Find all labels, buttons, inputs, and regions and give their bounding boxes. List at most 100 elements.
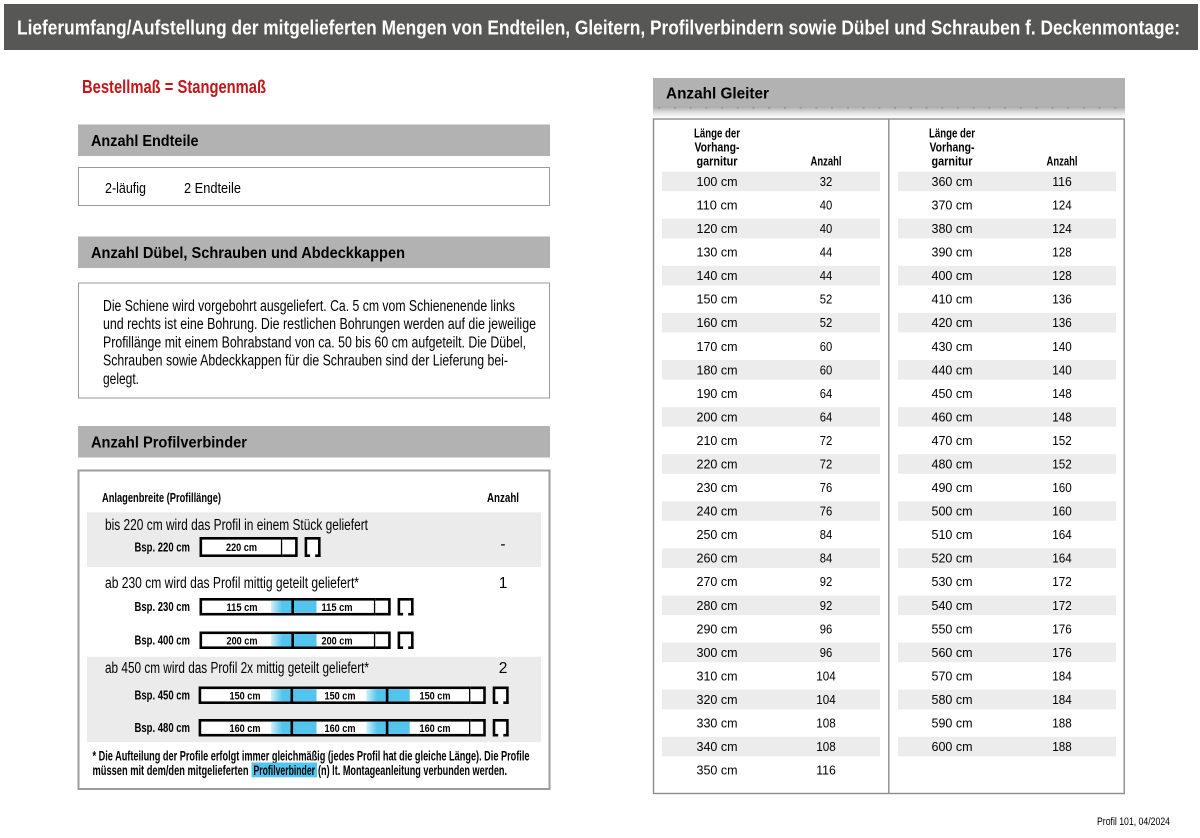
svg-text:164: 164 [1052, 551, 1072, 566]
svg-text:150 cm: 150 cm [230, 690, 261, 702]
svg-text:108: 108 [816, 716, 836, 731]
svg-text:124: 124 [1052, 221, 1072, 236]
svg-text:152: 152 [1052, 457, 1072, 472]
svg-text:76: 76 [820, 480, 833, 495]
svg-text:Vorhang-: Vorhang- [695, 141, 740, 155]
svg-text:230 cm: 230 cm [697, 480, 738, 495]
svg-text:Bsp. 400 cm: Bsp. 400 cm [135, 634, 191, 648]
svg-text:92: 92 [820, 574, 833, 589]
svg-text:140: 140 [1052, 362, 1072, 377]
svg-text:310 cm: 310 cm [697, 668, 738, 683]
svg-text:84: 84 [820, 527, 833, 542]
svg-text:Die Schiene wird vorgebohrt au: Die Schiene wird vorgebohrt ausgeliefert… [103, 298, 515, 315]
svg-text:128: 128 [1052, 268, 1072, 283]
svg-text:72: 72 [820, 433, 833, 448]
svg-text:124: 124 [1052, 198, 1072, 213]
svg-text:116: 116 [816, 763, 836, 778]
svg-text:290 cm: 290 cm [697, 621, 738, 636]
svg-text:96: 96 [820, 621, 833, 636]
svg-text:200 cm: 200 cm [227, 635, 258, 647]
svg-text:Lieferumfang/Aufstellung der m: Lieferumfang/Aufstellung der mitgeliefer… [17, 18, 1180, 40]
svg-text:380 cm: 380 cm [932, 221, 973, 236]
svg-text:Anzahl Gleiter: Anzahl Gleiter [666, 86, 769, 103]
svg-text:und rechts ist eine Bohrung. D: und rechts ist eine Bohrung. Die restlic… [103, 316, 536, 333]
svg-text:115 cm: 115 cm [227, 602, 258, 614]
svg-text:148: 148 [1052, 409, 1072, 424]
svg-text:160: 160 [1052, 480, 1072, 495]
svg-text:520 cm: 520 cm [932, 551, 973, 566]
svg-text:400 cm: 400 cm [932, 268, 973, 283]
svg-text:gelegt.: gelegt. [103, 371, 139, 388]
svg-text:92: 92 [820, 598, 833, 613]
svg-text:510 cm: 510 cm [932, 527, 973, 542]
svg-text:ab 450 cm wird das Profil 2x m: ab 450 cm wird das Profil 2x mittig gete… [105, 660, 369, 677]
svg-text:garnitur: garnitur [697, 155, 738, 169]
svg-text:Anzahl: Anzahl [487, 491, 519, 505]
svg-text:440 cm: 440 cm [932, 362, 973, 377]
svg-text:Länge der: Länge der [694, 127, 740, 141]
svg-text:120 cm: 120 cm [697, 221, 738, 236]
svg-text:* Die Aufteilung der Profile e: * Die Aufteilung der Profile erfolgt imm… [93, 749, 530, 764]
svg-text:130 cm: 130 cm [697, 245, 738, 260]
svg-text:390 cm: 390 cm [932, 245, 973, 260]
svg-text:Anzahl Endteile: Anzahl Endteile [91, 133, 199, 150]
svg-text:250 cm: 250 cm [697, 527, 738, 542]
svg-text:40: 40 [820, 221, 833, 236]
svg-text:108: 108 [816, 739, 836, 754]
svg-text:Bsp. 480 cm: Bsp. 480 cm [135, 721, 191, 735]
svg-text:360 cm: 360 cm [932, 174, 973, 189]
svg-text:430 cm: 430 cm [932, 339, 973, 354]
svg-text:2-läufig: 2-läufig [105, 181, 146, 197]
svg-text:60: 60 [820, 339, 833, 354]
svg-text:280 cm: 280 cm [697, 598, 738, 613]
svg-text:560 cm: 560 cm [932, 645, 973, 660]
svg-text:52: 52 [820, 315, 833, 330]
svg-text:210 cm: 210 cm [697, 433, 738, 448]
svg-text:Profil 101, 04/2024: Profil 101, 04/2024 [1097, 816, 1170, 828]
svg-text:Profillänge mit einem Bohrabst: Profillänge mit einem Bohrabstand von ca… [103, 334, 526, 351]
svg-text:370 cm: 370 cm [932, 198, 973, 213]
svg-text:115 cm: 115 cm [322, 602, 353, 614]
svg-text:340 cm: 340 cm [697, 739, 738, 754]
svg-text:170 cm: 170 cm [697, 339, 738, 354]
svg-text:148: 148 [1052, 386, 1072, 401]
svg-text:160 cm: 160 cm [230, 723, 261, 735]
svg-text:176: 176 [1052, 645, 1072, 660]
svg-text:Vorhang-: Vorhang- [930, 141, 975, 155]
svg-text:490 cm: 490 cm [932, 480, 973, 495]
svg-text:-: - [500, 536, 505, 553]
svg-text:260 cm: 260 cm [697, 551, 738, 566]
svg-text:550 cm: 550 cm [932, 621, 973, 636]
svg-text:188: 188 [1052, 739, 1072, 754]
svg-text:240 cm: 240 cm [697, 504, 738, 519]
svg-text:140 cm: 140 cm [697, 268, 738, 283]
svg-text:84: 84 [820, 551, 833, 566]
svg-text:60: 60 [820, 362, 833, 377]
svg-text:Bsp. 450 cm: Bsp. 450 cm [135, 689, 191, 703]
svg-text:Anzahl Profilverbinder: Anzahl Profilverbinder [91, 434, 247, 451]
svg-text:Länge der: Länge der [929, 127, 975, 141]
svg-text:Anzahl: Anzahl [1047, 155, 1078, 169]
svg-text:72: 72 [820, 457, 833, 472]
svg-text:garnitur: garnitur [932, 155, 973, 169]
svg-text:40: 40 [820, 198, 833, 213]
svg-text:184: 184 [1052, 692, 1072, 707]
svg-text:128: 128 [1052, 245, 1072, 260]
svg-text:590 cm: 590 cm [932, 716, 973, 731]
svg-text:64: 64 [820, 409, 833, 424]
svg-text:540 cm: 540 cm [932, 598, 973, 613]
svg-text:136: 136 [1052, 292, 1072, 307]
svg-text:64: 64 [820, 386, 833, 401]
svg-text:172: 172 [1052, 574, 1072, 589]
svg-text:96: 96 [820, 645, 833, 660]
svg-text:220 cm: 220 cm [697, 457, 738, 472]
svg-text:190 cm: 190 cm [697, 386, 738, 401]
svg-text:32: 32 [820, 174, 833, 189]
svg-text:Bsp. 220 cm: Bsp. 220 cm [135, 541, 191, 555]
svg-text:bis 220 cm wird das Profil in: bis 220 cm wird das Profil in einem Stüc… [105, 517, 369, 534]
svg-text:Anlagenbreite (Profillänge): Anlagenbreite (Profillänge) [102, 491, 221, 505]
svg-text:(n) lt. Montageanleitung verbu: (n) lt. Montageanleitung verbunden werde… [318, 763, 507, 778]
svg-text:44: 44 [820, 245, 833, 260]
svg-text:470 cm: 470 cm [932, 433, 973, 448]
svg-text:116: 116 [1052, 174, 1072, 189]
